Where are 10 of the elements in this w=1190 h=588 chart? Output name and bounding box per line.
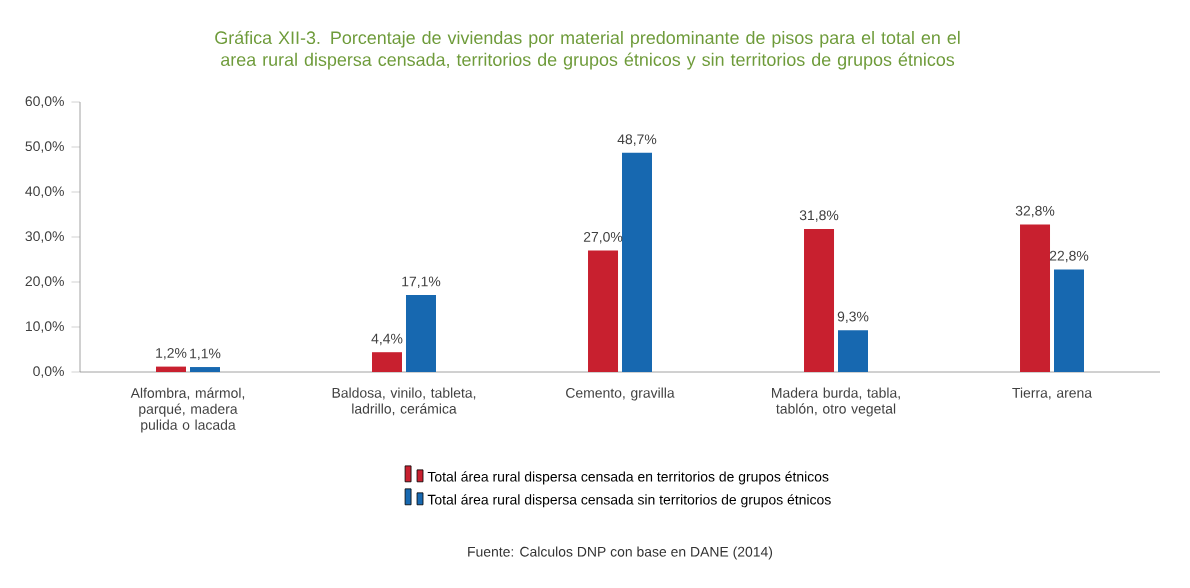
bar [588, 250, 619, 372]
bar [405, 295, 436, 372]
bar [156, 366, 187, 372]
chart-title: Gráfica XII-3. Porcentaje de viviendas por material predominante de pisos para el total en el area rural dispersa censada, territorios de grupos étnicos y sin territorios de grupos étnicos [215, 30, 960, 70]
bar [1020, 224, 1051, 372]
bar [804, 228, 835, 372]
bar [1054, 269, 1084, 372]
bar [622, 152, 652, 372]
bar [838, 330, 868, 372]
bar [372, 352, 403, 372]
